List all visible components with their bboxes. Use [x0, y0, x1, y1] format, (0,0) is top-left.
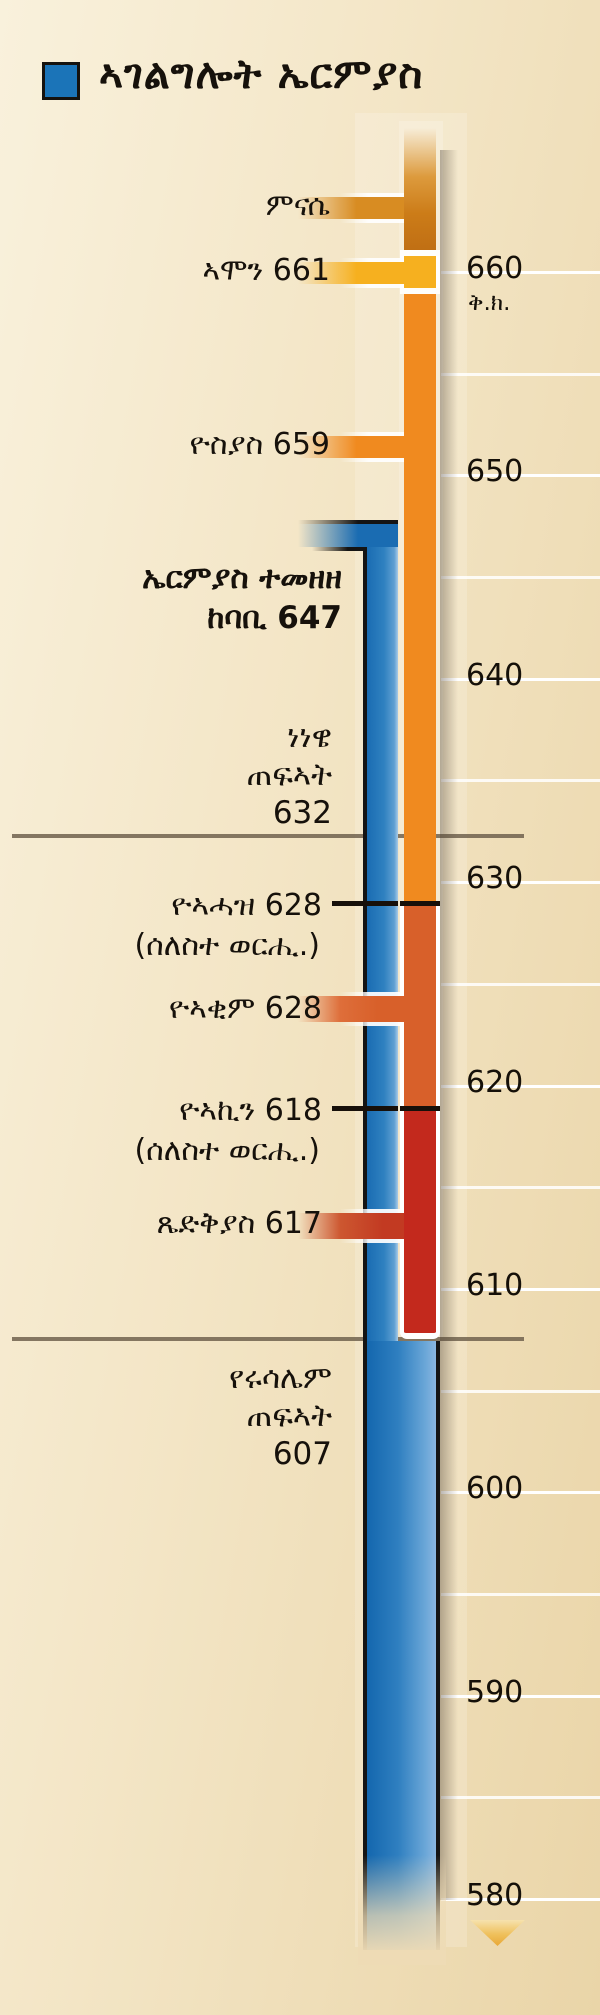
ministry-bar-wide: [363, 1341, 440, 1950]
amon-label: ኣሞን 661: [202, 253, 330, 288]
nineveh-line3: 632: [272, 795, 332, 831]
jehoahaz-label: ዮኣሓዝ 628: [171, 888, 322, 923]
segment-jehoiakim: [400, 906, 440, 1106]
gridline-595: [441, 1593, 600, 1596]
gridline-625: [441, 983, 600, 986]
ministry-bar-elbow-outline-top: [298, 520, 398, 524]
gridline-660: [441, 271, 600, 274]
tick-label-630: 630: [466, 861, 524, 896]
gridline-605: [441, 1390, 600, 1393]
segment-gap-659: [400, 288, 440, 294]
jeremiah-commission-label: ኤርምያስ ተመዘዘ ከባቢ 647: [60, 558, 342, 638]
manasseh-label: ምናሴ: [265, 188, 330, 223]
gridline-650: [441, 474, 600, 477]
nineveh-line1: ነነዌ: [287, 719, 332, 755]
jerusalem-line3: 607: [272, 1436, 332, 1472]
nineveh-label: ነነዌ ጠፍኣት 632: [60, 718, 332, 832]
gridline-620: [441, 1085, 600, 1088]
jehoiachin-duration-label: (ሰለስተ ወርሒ.): [134, 1133, 320, 1168]
gridline-580: [441, 1898, 600, 1901]
continuation-arrow-icon: [470, 1920, 525, 1946]
zedekiah-label: ጼድቅያስ 617: [156, 1206, 322, 1241]
ministry-bar-elbow: [298, 524, 398, 547]
jehoiakim-connector: [298, 996, 404, 1022]
tick-label-650: 650: [466, 454, 524, 489]
jehoahaz-duration-label: (ሰለስተ ወርሒ.): [134, 928, 320, 963]
bar-shadow: [440, 150, 458, 1900]
gridline-590: [441, 1695, 600, 1698]
manasseh-connector: [298, 197, 404, 219]
jerusalem-label: የሩሳሌም ጠፍኣት 607: [60, 1359, 332, 1473]
era-label: ቅ.ክ.: [468, 290, 511, 316]
jerusalem-line2: ጠፍኣት: [246, 1398, 332, 1434]
segment-josiah: [404, 294, 436, 901]
legend-swatch: [42, 62, 80, 100]
segment-manasseh: [404, 128, 436, 250]
tick-label-620: 620: [466, 1065, 524, 1100]
gridline-615: [441, 1186, 600, 1189]
tick-label-660: 660: [466, 251, 524, 286]
zedekiah-connector: [298, 1213, 404, 1239]
josiah-label: ዮስያስ 659: [189, 427, 330, 462]
jehoiachin-label: ዮኣኪን 618: [179, 1093, 322, 1128]
segment-zedekiah: [400, 1111, 440, 1339]
divider-line-607: [12, 1337, 524, 1341]
boundary-618: [400, 1106, 440, 1111]
segment-gap-661: [400, 250, 440, 256]
tick-label-580: 580: [466, 1878, 524, 1913]
josiah-connector: [298, 436, 404, 458]
ministry-bar-elbow-outline-bottom: [312, 547, 363, 551]
tick-label-590: 590: [466, 1675, 524, 1710]
boundary-628: [400, 901, 440, 906]
jerusalem-line1: የሩሳሌም: [229, 1360, 332, 1396]
jeremiah-commission-line2: ከባቢ 647: [207, 600, 342, 636]
gridline-585: [441, 1796, 600, 1799]
divider-line-632: [12, 834, 524, 838]
legend-label: ኣገልግሎት ኤርምያስ: [99, 50, 424, 98]
gridline-630: [441, 881, 600, 884]
gridline-635: [441, 779, 600, 782]
nineveh-line2: ጠፍኣት: [246, 757, 332, 793]
tick-label-640: 640: [466, 658, 524, 693]
dash-618: [332, 1106, 398, 1111]
gridline-655: [441, 373, 600, 376]
gridline-600: [441, 1491, 600, 1494]
gridline-645: [441, 576, 600, 579]
jehoiakim-label: ዮኣቂም 628: [168, 991, 322, 1026]
gridline-610: [441, 1288, 600, 1291]
dash-628: [332, 901, 398, 906]
ministry-bar-narrow: [363, 521, 398, 1341]
gridline-640: [441, 678, 600, 681]
jeremiah-commission-line1: ኤርምያስ ተመዘዘ: [142, 560, 342, 596]
tick-label-610: 610: [466, 1268, 524, 1303]
amon-connector: [298, 262, 404, 284]
ministry-bar-bottom-fade: [358, 1855, 446, 1965]
tick-label-600: 600: [466, 1471, 524, 1506]
segment-amon: [400, 256, 440, 288]
